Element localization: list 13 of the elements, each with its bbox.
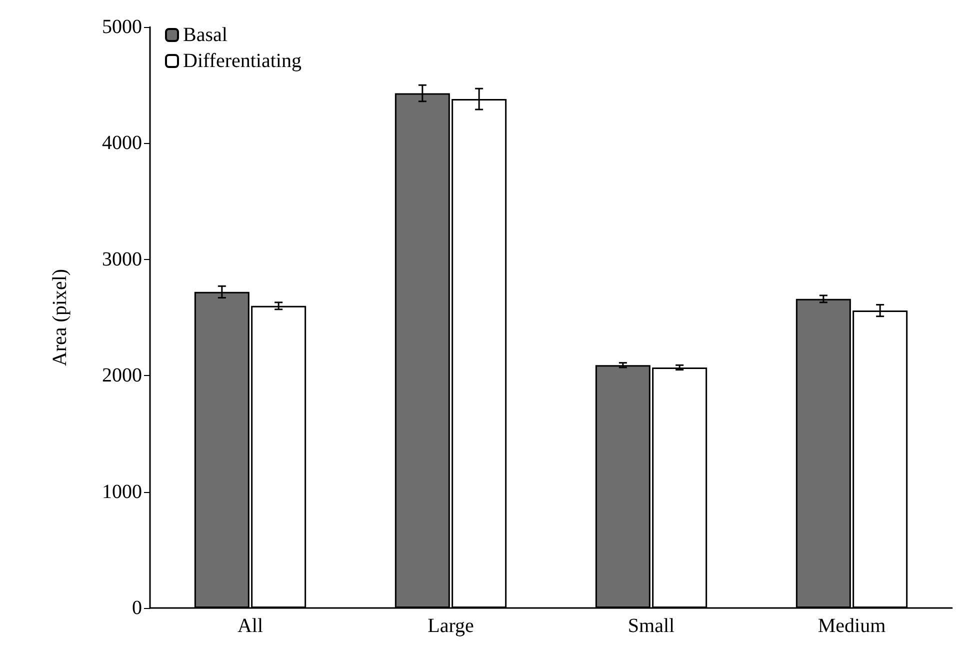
- x-tick-label: All: [237, 615, 264, 637]
- y-tick-label: 0: [132, 597, 142, 619]
- x-tick-label: Small: [628, 615, 676, 637]
- x-tick-label: Medium: [818, 615, 886, 637]
- legend-label: Basal: [183, 24, 228, 46]
- y-tick-label: 4000: [102, 132, 142, 154]
- y-tick-label: 3000: [102, 248, 142, 270]
- legend-label: Differentiating: [183, 50, 302, 72]
- y-tick-label: 2000: [102, 364, 142, 387]
- y-tick-label: 5000: [102, 16, 142, 38]
- x-tick-label: Large: [428, 615, 474, 637]
- y-axis-title: Area (pixel): [49, 268, 71, 366]
- y-tick-label: 1000: [102, 480, 142, 503]
